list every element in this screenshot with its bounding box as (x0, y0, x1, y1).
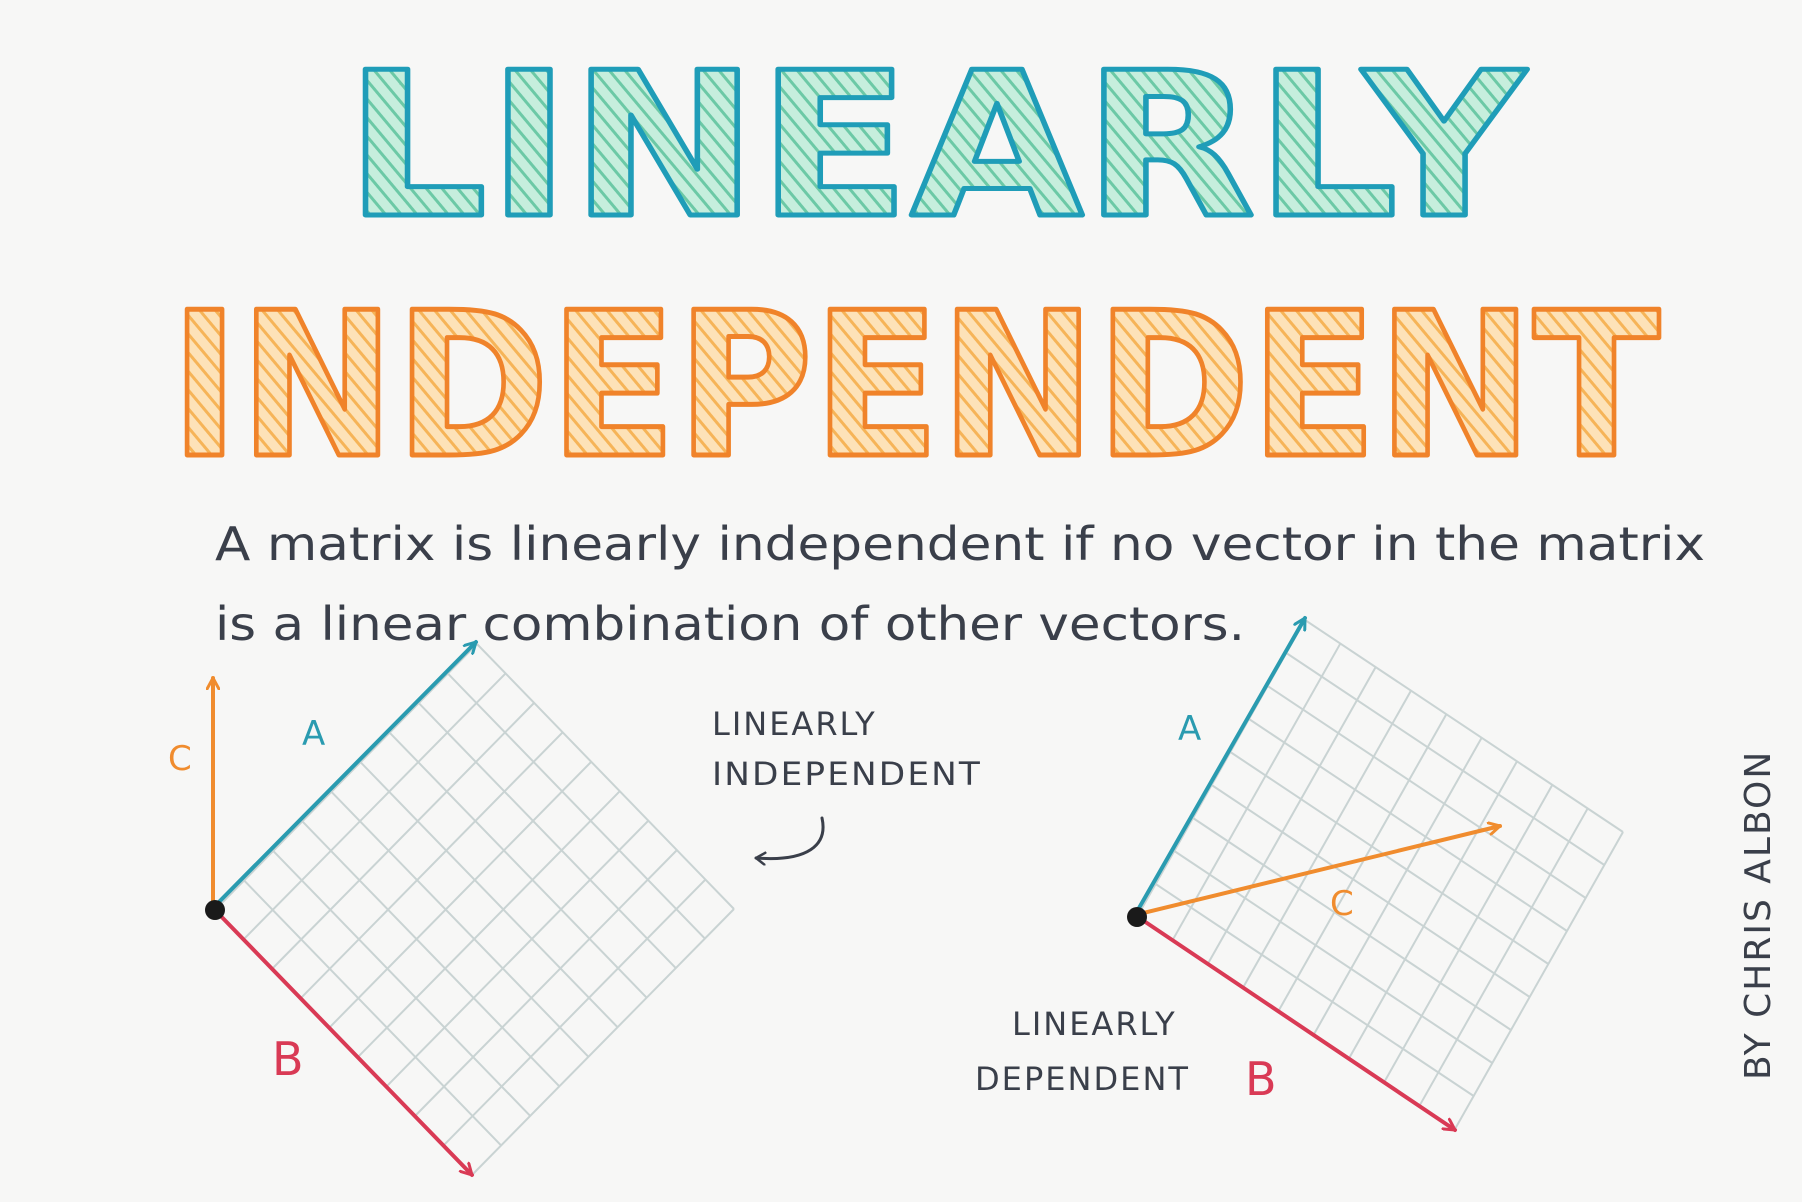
vector-a-label: A (1178, 709, 1201, 749)
grid-line (1248, 718, 1568, 932)
vector-b-arrow (1133, 913, 1457, 1132)
dependent-diagram: A C B LINEARLY DEPENDENT (975, 616, 1624, 1132)
author-credit: BY CHRIS ALBON (1738, 750, 1779, 1080)
grid-line (214, 643, 478, 911)
grid-line (1348, 760, 1518, 1059)
grid-line (1192, 817, 1512, 1031)
grid-line (1155, 883, 1475, 1097)
vector-c-label: C (168, 739, 192, 779)
vector-c-arrow (1133, 826, 1502, 917)
grid-line (385, 819, 650, 1088)
grid-line (271, 702, 535, 970)
grid-line (1242, 690, 1412, 989)
grid-line (1418, 807, 1589, 1106)
grid-line (1206, 666, 1377, 965)
pointer-arrow (754, 816, 825, 859)
grid-line (1277, 713, 1448, 1012)
title-line-1: LINEARLY (345, 30, 1527, 263)
grid-line (359, 761, 619, 1028)
grid-line (1312, 737, 1483, 1036)
independent-diagram: C A B LINEARLY INDEPENDENT (168, 640, 982, 1177)
grid-line (471, 908, 735, 1176)
grid-line (388, 731, 648, 999)
grid-line (476, 643, 735, 910)
grid-line (330, 791, 590, 1058)
grid-line (1454, 831, 1624, 1130)
grid-line (1211, 784, 1531, 998)
grid-line (447, 672, 706, 940)
dependent-label-line-1: LINEARLY (1012, 1005, 1177, 1043)
origin-point (205, 900, 225, 920)
vector-c-label: C (1330, 884, 1354, 924)
grid-line (242, 672, 507, 941)
grid-line (418, 702, 677, 969)
grid-line (1383, 784, 1554, 1083)
grid-line (1171, 643, 1342, 942)
independent-label-line-1: LINEARLY (712, 705, 877, 743)
grid-line (301, 820, 561, 1088)
origin-point (1127, 907, 1147, 927)
vector-a-arrow (211, 640, 478, 910)
title-line-2: INDEPENDENT (170, 270, 1660, 503)
grid-line (328, 761, 592, 1029)
dependent-label-line-2: DEPENDENT (975, 1060, 1190, 1098)
independent-grid (214, 643, 735, 1176)
vector-b-label: B (1245, 1052, 1277, 1106)
grid-line (442, 878, 707, 1147)
dependent-grid (1136, 619, 1624, 1130)
grid-line (414, 849, 678, 1117)
grid-line (357, 790, 621, 1058)
grid-line (299, 731, 564, 1000)
definition-line-1: A matrix is linearly independent if no v… (215, 517, 1705, 571)
grid-line (1267, 685, 1587, 899)
grid-line (243, 879, 502, 1147)
vector-a-label: A (302, 714, 325, 754)
grid-line (1173, 850, 1493, 1064)
grid-line (1285, 652, 1605, 866)
grid-line (272, 850, 531, 1117)
grid-line (1304, 619, 1624, 833)
grid-line (1229, 751, 1549, 965)
independent-label-line-2: INDEPENDENT (712, 755, 982, 793)
vector-a-arrow (1133, 616, 1307, 917)
definition-line-2: is a linear combination of other vectors… (215, 597, 1245, 651)
vector-b-arrow (211, 906, 474, 1177)
vector-b-label: B (272, 1032, 304, 1086)
